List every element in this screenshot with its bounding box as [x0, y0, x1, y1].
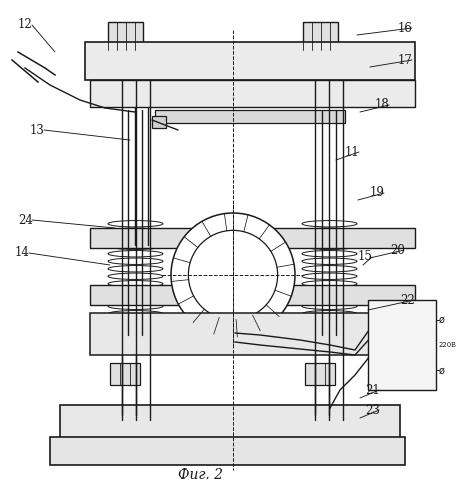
Bar	[90, 313, 415, 355]
Text: 21: 21	[365, 384, 380, 396]
Text: 13: 13	[30, 124, 45, 136]
Bar	[50, 437, 405, 465]
Bar	[305, 363, 335, 385]
Text: 220В: 220В	[439, 342, 457, 348]
Bar	[60, 405, 400, 440]
Text: 19: 19	[370, 186, 385, 200]
Text: 14: 14	[15, 246, 30, 260]
Bar	[90, 80, 415, 107]
Text: 12: 12	[18, 18, 33, 32]
Text: 20: 20	[390, 244, 405, 256]
Text: ø: ø	[439, 365, 445, 375]
Bar	[110, 363, 140, 385]
Text: 18: 18	[375, 98, 390, 112]
Text: 24: 24	[18, 214, 33, 226]
Text: ø: ø	[439, 315, 445, 325]
Circle shape	[171, 213, 295, 337]
Text: Фиг. 2: Фиг. 2	[177, 468, 222, 482]
Bar	[155, 110, 345, 123]
Bar	[90, 285, 415, 305]
Bar	[90, 228, 415, 248]
Text: 22: 22	[400, 294, 415, 306]
Bar	[108, 22, 143, 50]
Text: 17: 17	[398, 54, 413, 66]
Bar	[152, 116, 166, 128]
Bar	[368, 300, 436, 390]
Bar	[303, 22, 338, 50]
Text: 23: 23	[365, 404, 380, 416]
Circle shape	[188, 230, 278, 320]
Text: 15: 15	[358, 250, 373, 264]
Bar	[85, 42, 415, 80]
Text: 16: 16	[398, 22, 413, 35]
Text: 11: 11	[345, 146, 360, 158]
